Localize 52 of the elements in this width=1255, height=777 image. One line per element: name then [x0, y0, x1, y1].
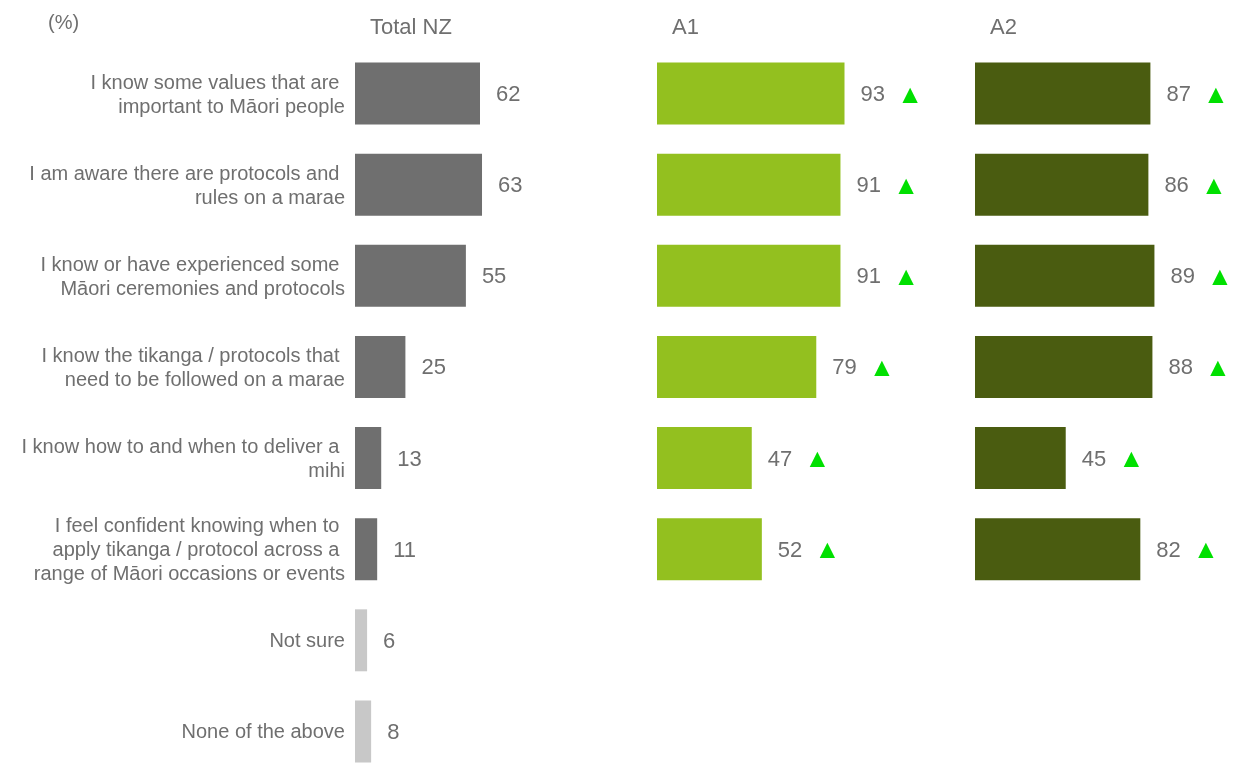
data-label: 52 ▲	[777, 534, 841, 565]
y-tick-label: I feel confident knowing when to apply tikanga / protocol across a range of Māori occasions or events	[33, 514, 345, 585]
y-tick-label: Not sure	[269, 629, 345, 652]
chart-title: Total NZ	[370, 13, 452, 39]
data-label: 55	[481, 263, 507, 289]
data-label: 82 ▲	[1156, 534, 1219, 565]
bar	[355, 153, 483, 216]
data-label: 62	[496, 81, 521, 107]
bar	[657, 244, 841, 307]
data-label: 45 ▲	[1081, 443, 1145, 474]
bar	[355, 427, 382, 490]
bar	[355, 700, 372, 763]
data-label: 63	[498, 172, 523, 198]
data-label: 11	[393, 536, 417, 562]
data-label: 86 ▲	[1164, 169, 1227, 200]
data-label: 91 ▲	[856, 260, 919, 291]
bar	[355, 609, 368, 672]
bar	[975, 153, 1149, 216]
bar	[975, 335, 1153, 398]
chart-title: A1	[672, 13, 699, 39]
data-label: 47 ▲	[767, 443, 831, 474]
data-label: 13	[397, 445, 422, 471]
data-label: 79 ▲	[832, 351, 895, 382]
data-label: 88 ▲	[1168, 351, 1231, 382]
data-label: 8	[387, 718, 400, 744]
bar	[355, 335, 406, 398]
bar	[355, 518, 378, 581]
y-tick-label: I am aware there are protocols and rules on a marae	[29, 161, 345, 208]
bar	[355, 62, 480, 125]
bar	[975, 244, 1155, 307]
y-tick-label: I know or have experienced some Māori ceremonies and protocols	[40, 252, 345, 299]
bar	[657, 153, 841, 216]
chart-title: A2	[990, 13, 1017, 39]
y-tick-label: None of the above	[181, 720, 345, 743]
bar	[975, 62, 1151, 125]
data-label: 87 ▲	[1166, 78, 1229, 109]
data-label: 6	[383, 627, 396, 653]
text: (%)	[48, 11, 80, 33]
y-tick-label: I know how to and when to deliver a mihi	[21, 435, 345, 482]
bar	[657, 427, 752, 490]
bar	[657, 518, 762, 581]
bar	[355, 244, 466, 307]
bar	[657, 335, 817, 398]
data-label: 89 ▲	[1170, 260, 1233, 291]
y-tick-label: I know some values that are important to Māori people	[90, 70, 345, 117]
data-label: 25	[421, 354, 446, 380]
bar	[975, 518, 1141, 581]
data-label: 93 ▲	[860, 78, 923, 109]
bar	[975, 427, 1066, 490]
bar	[657, 62, 845, 125]
data-label: 91 ▲	[856, 169, 919, 200]
y-tick-label: I know the tikanga / protocols that need to be followed on a marae	[41, 343, 345, 390]
